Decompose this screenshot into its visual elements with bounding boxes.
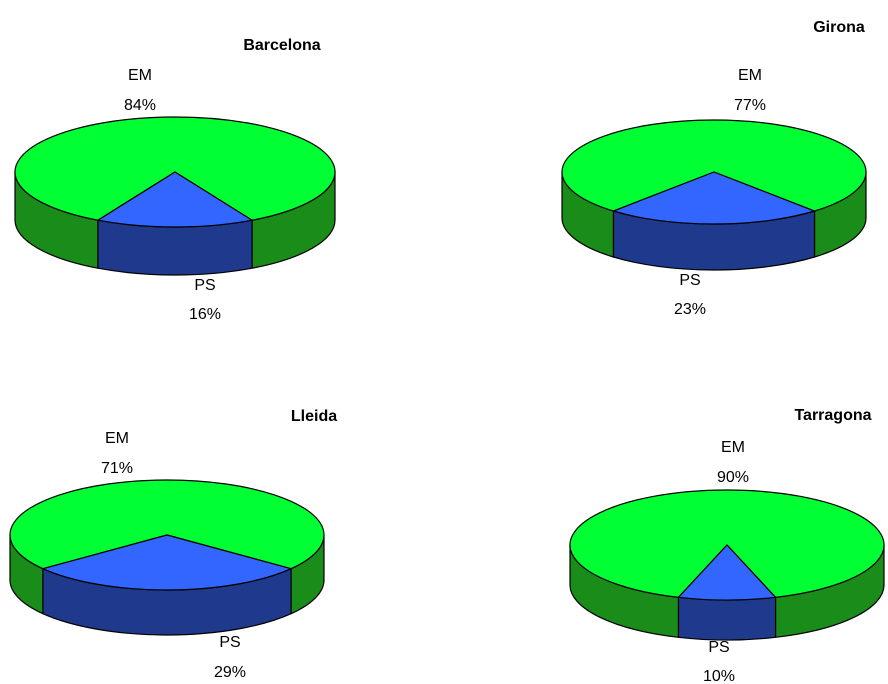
slice-em <box>569 489 885 598</box>
slice-value-ps: 23% <box>674 301 706 318</box>
chart-title: Barcelona <box>243 37 320 54</box>
slice-ps <box>97 171 253 228</box>
slice-label-ps: PS <box>679 272 700 289</box>
pie-chart-lleida: Lleida EM 71% PS 29% <box>9 408 337 681</box>
pie-chart-barcelona: Barcelona EM 84% PS 16% <box>14 37 336 323</box>
slice-value-ps: 10% <box>703 668 735 684</box>
slice-side-ps <box>677 596 777 641</box>
slice-em <box>561 119 867 212</box>
pie-chart-tarragona: Tarragona EM 90% PS 10% <box>569 407 885 684</box>
slice-ps <box>612 171 816 225</box>
slice-label-ps: PS <box>194 277 215 294</box>
slice-em <box>14 116 336 221</box>
slice-label-em: EM <box>721 439 745 456</box>
slice-label-ps: PS <box>219 634 240 651</box>
slice-label-em: EM <box>738 67 762 84</box>
slice-ps <box>42 534 292 591</box>
slice-label-em: EM <box>128 67 152 84</box>
slice-side-ps <box>97 219 253 276</box>
slice-value-ps: 16% <box>189 306 221 323</box>
slice-ps <box>677 544 777 601</box>
slice-label-ps: PS <box>708 639 729 656</box>
pie-chart-girona: Girona EM 77% PS 23% <box>561 19 867 318</box>
slice-value-em: 84% <box>124 97 156 114</box>
slice-label-em: EM <box>105 430 129 447</box>
slice-value-ps: 29% <box>214 664 246 681</box>
chart-title: Tarragona <box>794 407 871 424</box>
slice-value-em: 77% <box>734 97 766 114</box>
slice-em <box>9 479 325 570</box>
slice-value-em: 90% <box>717 469 749 486</box>
chart-title: Lleida <box>291 408 337 425</box>
chart-title: Girona <box>813 19 865 36</box>
slice-value-em: 71% <box>101 460 133 477</box>
